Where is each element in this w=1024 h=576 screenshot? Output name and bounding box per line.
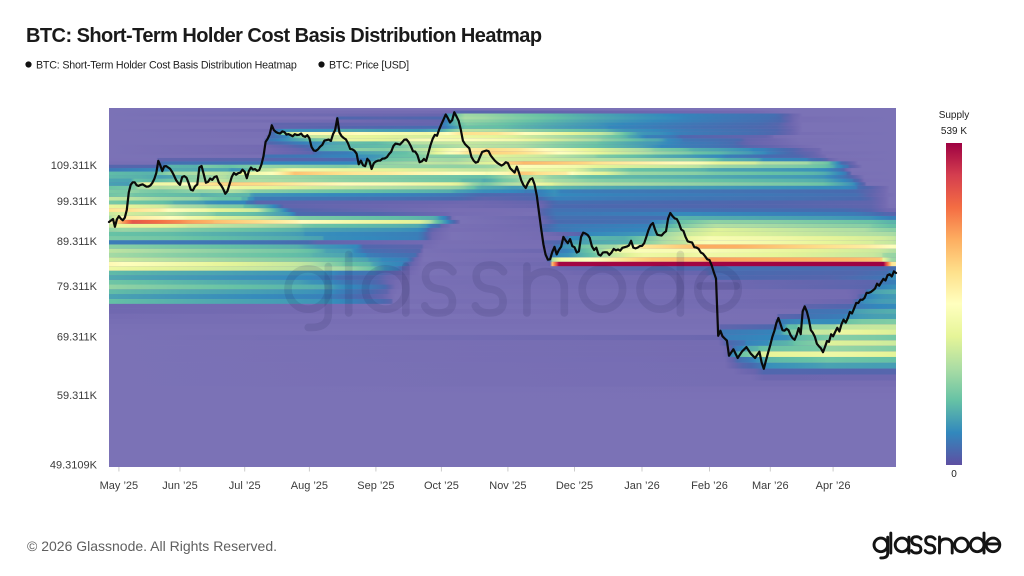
svg-text:Jun ’25: Jun ’25 [162,480,197,492]
svg-text:May ’25: May ’25 [100,480,139,492]
svg-text:49.3109K: 49.3109K [50,460,98,472]
svg-text:Apr ’26: Apr ’26 [816,480,851,492]
svg-text:BTC: Short-Term Holder Cost Ba: BTC: Short-Term Holder Cost Basis Distri… [36,60,297,72]
svg-text:Jan ’26: Jan ’26 [624,480,659,492]
svg-text:Jul ’25: Jul ’25 [229,480,261,492]
svg-text:Nov ’25: Nov ’25 [489,480,526,492]
svg-text:Dec ’25: Dec ’25 [556,480,593,492]
svg-text:79.311K: 79.311K [57,281,98,293]
svg-text:0: 0 [951,469,957,480]
svg-text:89.311K: 89.311K [57,236,98,248]
svg-text:Supply: Supply [939,110,970,121]
svg-text:Oct ’25: Oct ’25 [424,480,459,492]
svg-text:59.311K: 59.311K [57,390,98,402]
svg-text:99.311K: 99.311K [57,196,98,208]
svg-text:109.311K: 109.311K [51,160,98,172]
svg-text:Feb ’26: Feb ’26 [691,480,728,492]
svg-text:69.311K: 69.311K [57,332,98,344]
svg-text:BTC: Price [USD]: BTC: Price [USD] [329,60,409,72]
svg-text:539 K: 539 K [941,126,967,137]
svg-text:BTC: Short-Term Holder Cost Ba: BTC: Short-Term Holder Cost Basis Distri… [26,25,542,47]
svg-text:Aug ’25: Aug ’25 [291,480,328,492]
svg-text:Sep ’25: Sep ’25 [357,480,394,492]
svg-text:Mar ’26: Mar ’26 [752,480,789,492]
svg-text:© 2026 Glassnode. All Rights R: © 2026 Glassnode. All Rights Reserved. [27,538,277,554]
